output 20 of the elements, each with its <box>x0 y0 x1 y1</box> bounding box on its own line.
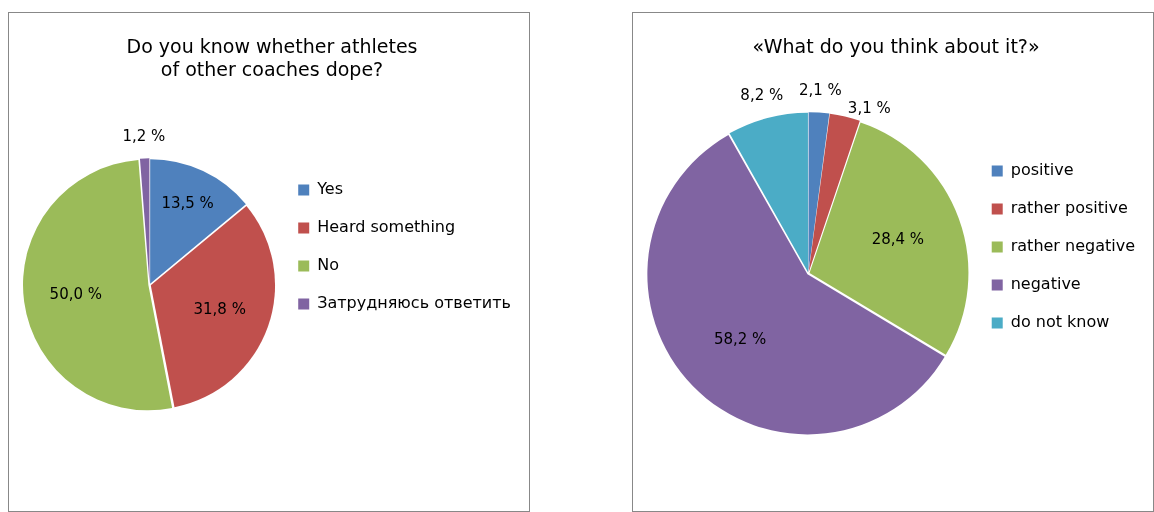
legend-label: Затрудняюсь ответить <box>317 293 512 313</box>
legend-label: rather negative <box>1010 236 1135 256</box>
chart-title: Do you know whether athletes of other coaches dope? <box>126 35 418 81</box>
data-label: 50,0 % <box>49 284 103 303</box>
data-label: 28,4 % <box>871 230 925 249</box>
chart-title: «What do you think about it?» <box>752 35 1040 58</box>
data-label: 58,2 % <box>713 329 767 348</box>
data-label: 2,1 % <box>798 80 842 99</box>
data-label: 1,2 % <box>122 126 166 145</box>
data-label: 8,2 % <box>740 86 784 105</box>
legend-label: negative <box>1010 274 1081 294</box>
legend-label: Heard something <box>317 217 456 237</box>
legend-label: do not know <box>1010 312 1110 332</box>
data-label: 31,8 % <box>193 299 246 318</box>
legend-label: No <box>317 255 339 275</box>
data-label: 13,5 % <box>161 193 214 212</box>
data-label: 3,1 % <box>847 99 891 118</box>
legend-label: Yes <box>316 179 344 199</box>
legend-label: rather positive <box>1010 198 1128 218</box>
legend-label: positive <box>1010 160 1074 180</box>
